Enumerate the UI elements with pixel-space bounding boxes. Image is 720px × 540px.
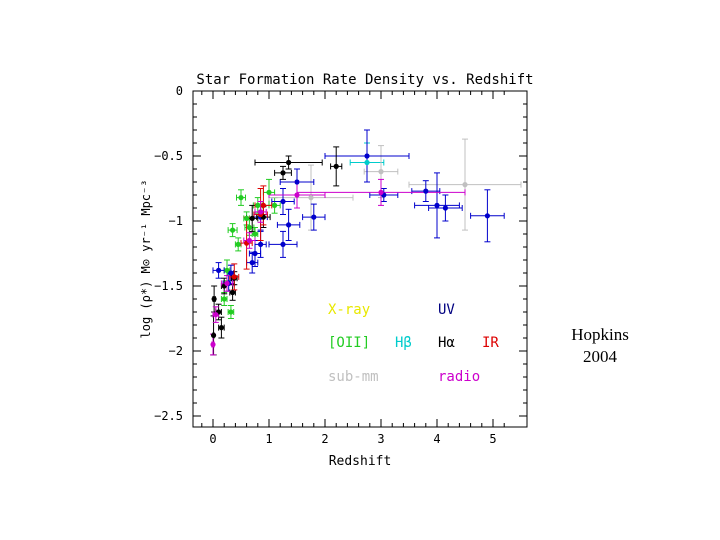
point-radio bbox=[210, 341, 216, 348]
point-h bbox=[364, 159, 370, 166]
point-uv bbox=[216, 267, 222, 273]
x-tick-label: 4 bbox=[433, 432, 440, 446]
point-h bbox=[286, 159, 292, 166]
point-uv bbox=[258, 241, 264, 247]
y-tick-label: −1.5 bbox=[154, 279, 183, 293]
point-ir bbox=[260, 202, 266, 208]
plot-frame bbox=[192, 90, 528, 428]
point-uv bbox=[423, 188, 429, 194]
point-uv bbox=[294, 179, 300, 185]
point-submm bbox=[378, 169, 384, 175]
point-uv bbox=[228, 270, 234, 276]
y-tick-label: −0.5 bbox=[154, 149, 183, 163]
point-uv bbox=[311, 214, 317, 220]
point-radio bbox=[378, 189, 384, 195]
point-h bbox=[210, 332, 217, 338]
legend-item-ir: IR bbox=[482, 335, 499, 351]
point-uv bbox=[484, 213, 490, 219]
x-axis-label: Redshift bbox=[329, 454, 392, 469]
point-uv bbox=[364, 153, 370, 159]
y-tick-label: −2.5 bbox=[154, 409, 183, 423]
point-oii bbox=[230, 227, 236, 233]
x-tick-label: 5 bbox=[489, 432, 496, 446]
point-uv bbox=[249, 260, 255, 266]
point-oii bbox=[228, 309, 234, 315]
point-radio bbox=[246, 237, 252, 244]
point-h bbox=[333, 163, 339, 169]
x-tick-label: 0 bbox=[209, 432, 216, 446]
point-oii bbox=[224, 267, 230, 273]
point-uv bbox=[434, 202, 440, 208]
legend-item-xray: X-ray bbox=[328, 302, 370, 318]
point-uv bbox=[280, 198, 286, 205]
point-radio bbox=[258, 209, 264, 215]
point-uv bbox=[280, 241, 286, 247]
point-h bbox=[230, 289, 236, 296]
errorbar-uv bbox=[369, 188, 399, 202]
point-uv bbox=[442, 205, 448, 211]
x-tick-label: 2 bbox=[321, 432, 328, 446]
point-oii bbox=[266, 189, 272, 195]
y-tick-label: −1 bbox=[169, 214, 183, 228]
point-oii bbox=[246, 224, 252, 231]
y-tick-label: 0 bbox=[176, 84, 183, 98]
point-oii bbox=[272, 202, 278, 208]
y-tick-label: −2 bbox=[169, 344, 183, 358]
point-submm bbox=[462, 182, 468, 188]
y-axis-label: log (ρ*) M⊙ yr⁻¹ Mpc⁻³ bbox=[139, 180, 153, 339]
point-radio bbox=[213, 312, 219, 318]
legend-item-h: Hα bbox=[438, 335, 455, 351]
point-radio bbox=[224, 280, 230, 286]
x-tick-label: 1 bbox=[265, 432, 272, 446]
point-oii bbox=[244, 215, 250, 221]
point-h bbox=[249, 215, 255, 221]
point-oii bbox=[221, 296, 227, 302]
legend-item-uv: UV bbox=[438, 302, 455, 318]
point-submm bbox=[308, 195, 314, 201]
point-h bbox=[218, 325, 224, 331]
credit-year: 2004 bbox=[583, 347, 617, 366]
chart-title: Star Formation Rate Density vs. Redshift bbox=[196, 72, 533, 88]
point-ir bbox=[231, 274, 237, 280]
point-oii bbox=[255, 202, 261, 208]
point-uv bbox=[252, 250, 258, 257]
credit-author: Hopkins bbox=[571, 325, 629, 344]
point-oii bbox=[252, 231, 258, 237]
legend-item-submm: sub-mm bbox=[328, 369, 379, 385]
x-tick-label: 3 bbox=[377, 432, 384, 446]
point-uv bbox=[286, 222, 292, 228]
point-h bbox=[280, 170, 286, 176]
point-oii bbox=[235, 241, 241, 247]
point-oii bbox=[238, 195, 244, 201]
citation-credit: Hopkins 2004 bbox=[540, 324, 660, 368]
legend-item-radio: radio bbox=[438, 369, 480, 385]
legend-item-h: Hβ bbox=[395, 335, 412, 351]
legend-item-oii: [OII] bbox=[328, 335, 370, 351]
point-radio bbox=[294, 192, 300, 198]
point-h bbox=[211, 296, 217, 302]
